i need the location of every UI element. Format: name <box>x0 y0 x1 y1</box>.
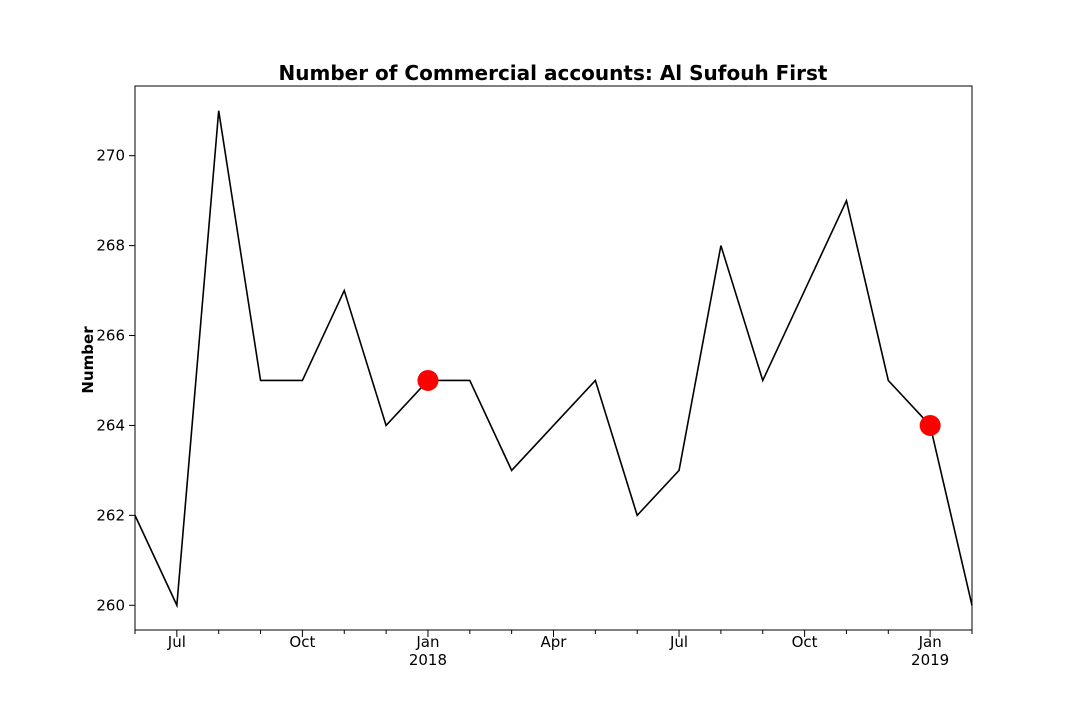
y-tick-label: 270 <box>96 147 125 165</box>
highlight-point <box>417 369 439 391</box>
highlight-point <box>919 414 941 436</box>
plot-frame <box>134 85 973 631</box>
y-tick-label: 260 <box>96 596 125 614</box>
y-tick-label: 268 <box>96 237 125 255</box>
x-tick-label: Jan <box>918 633 942 651</box>
series-layer <box>134 110 973 609</box>
x-tick-label: Oct <box>289 633 315 651</box>
highlight-points <box>417 369 941 436</box>
x-tick-year-label: 2019 <box>911 651 949 669</box>
x-tick-label: Oct <box>792 633 818 651</box>
x-tick-label: Jul <box>669 633 688 651</box>
x-tick-label: Jul <box>167 633 186 651</box>
y-axis-label: Number <box>79 326 97 394</box>
series-line <box>134 110 973 609</box>
x-tick-label: Apr <box>541 633 568 651</box>
x-tick-year-label: 2018 <box>409 651 447 669</box>
chart-title: Number of Commercial accounts: Al Sufouh… <box>279 61 828 85</box>
y-tick-label: 262 <box>96 506 125 524</box>
y-tick-label: 264 <box>96 416 125 434</box>
x-tick-label: Jan <box>415 633 439 651</box>
y-tick-label: 266 <box>96 327 125 345</box>
